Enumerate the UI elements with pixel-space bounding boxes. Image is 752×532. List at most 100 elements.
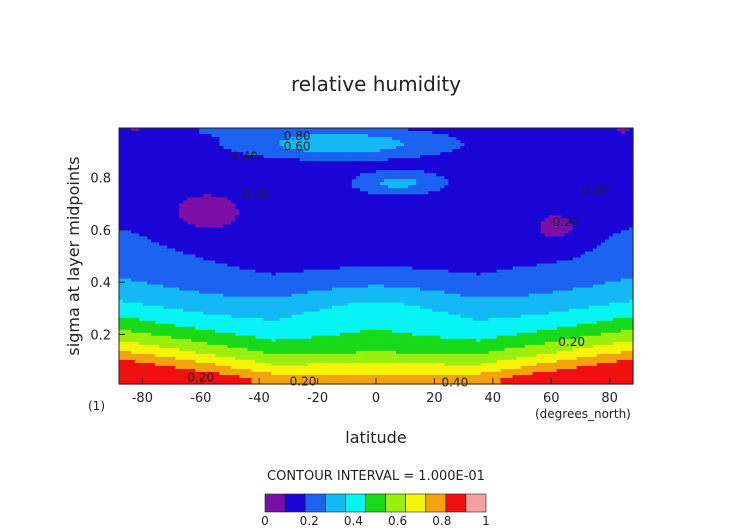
field-cell bbox=[420, 197, 425, 201]
field-cell bbox=[347, 206, 353, 210]
field-cell bbox=[235, 179, 241, 183]
field-cell bbox=[520, 194, 526, 198]
field-cell bbox=[167, 137, 172, 141]
field-cell bbox=[436, 230, 441, 235]
field-cell bbox=[532, 233, 538, 238]
field-cell bbox=[371, 155, 377, 159]
field-cell bbox=[396, 176, 401, 180]
field-cell bbox=[436, 128, 441, 132]
field-cell bbox=[347, 215, 353, 219]
field-cell bbox=[428, 203, 433, 207]
field-cell bbox=[239, 191, 245, 195]
field-cell bbox=[363, 221, 369, 225]
field-cell bbox=[131, 221, 136, 225]
field-cell bbox=[323, 152, 329, 156]
field-cell bbox=[259, 224, 265, 228]
field-cell bbox=[195, 230, 200, 235]
field-cell bbox=[327, 170, 333, 174]
field-cell bbox=[464, 227, 469, 231]
field-cell bbox=[151, 188, 156, 192]
field-cell bbox=[251, 197, 257, 201]
field-cell bbox=[428, 224, 433, 228]
field-cell bbox=[604, 197, 610, 201]
field-cell bbox=[287, 143, 293, 147]
field-cell bbox=[131, 149, 136, 153]
field-cell bbox=[544, 128, 550, 132]
field-cell bbox=[279, 140, 285, 144]
field-cell bbox=[516, 224, 522, 228]
field-cell bbox=[408, 131, 413, 135]
field-cell bbox=[600, 218, 606, 222]
field-cell bbox=[600, 233, 606, 238]
field-cell bbox=[287, 215, 293, 219]
field-cell bbox=[279, 137, 285, 141]
field-cell bbox=[596, 227, 602, 231]
field-cell bbox=[472, 179, 477, 183]
field-cell bbox=[612, 179, 618, 183]
field-cell bbox=[544, 149, 550, 153]
field-cell bbox=[556, 200, 562, 204]
field-cell bbox=[388, 191, 393, 195]
field-cell bbox=[448, 218, 453, 222]
field-cell bbox=[247, 161, 253, 165]
field-cell bbox=[416, 143, 421, 147]
field-cell bbox=[275, 134, 281, 138]
field-cell bbox=[516, 212, 522, 216]
field-cell bbox=[488, 191, 494, 195]
field-cell bbox=[432, 128, 437, 132]
field-cell bbox=[367, 212, 373, 216]
field-cell bbox=[628, 221, 634, 225]
field-cell bbox=[119, 191, 124, 195]
field-cell bbox=[512, 212, 518, 216]
field-cell bbox=[371, 170, 377, 174]
field-cell bbox=[123, 215, 128, 219]
field-cell bbox=[484, 185, 490, 189]
field-cell bbox=[235, 182, 241, 186]
field-cell bbox=[376, 191, 381, 195]
field-cell bbox=[592, 128, 598, 132]
field-cell bbox=[444, 131, 449, 135]
field-cell bbox=[512, 164, 518, 168]
field-cell bbox=[155, 161, 160, 165]
field-cell bbox=[540, 203, 546, 207]
field-cell bbox=[608, 167, 614, 171]
field-cell bbox=[600, 149, 606, 153]
field-cell bbox=[556, 137, 562, 141]
field-cell bbox=[219, 200, 225, 204]
field-cell bbox=[556, 188, 562, 192]
field-cell bbox=[355, 239, 361, 244]
field-cell bbox=[520, 140, 526, 144]
field-cell bbox=[404, 230, 409, 235]
field-cell bbox=[167, 155, 172, 159]
field-cell bbox=[271, 236, 277, 241]
field-cell bbox=[227, 152, 233, 156]
field-cell bbox=[616, 242, 622, 247]
field-cell bbox=[512, 227, 518, 231]
field-cell bbox=[464, 128, 469, 132]
field-cell bbox=[199, 230, 204, 235]
field-cell bbox=[392, 140, 397, 144]
field-cell bbox=[355, 209, 361, 213]
field-cell bbox=[279, 131, 285, 135]
field-cell bbox=[624, 203, 630, 207]
field-cell bbox=[247, 233, 253, 238]
field-cell bbox=[452, 152, 457, 156]
field-cell bbox=[123, 245, 128, 250]
field-cell bbox=[283, 239, 289, 244]
field-cell bbox=[331, 164, 337, 168]
field-cell bbox=[592, 170, 598, 174]
field-cell bbox=[580, 146, 586, 150]
field-cell bbox=[380, 155, 385, 159]
field-cell bbox=[504, 230, 510, 235]
field-cell bbox=[576, 164, 582, 168]
field-cell bbox=[472, 128, 477, 132]
field-cell bbox=[412, 215, 417, 219]
field-cell bbox=[460, 197, 465, 201]
field-cell bbox=[359, 158, 365, 162]
field-cell bbox=[564, 128, 570, 132]
field-cell bbox=[404, 155, 409, 159]
field-cell bbox=[468, 149, 473, 153]
field-cell bbox=[616, 215, 622, 219]
field-cell bbox=[143, 167, 148, 171]
field-cell bbox=[135, 221, 140, 225]
